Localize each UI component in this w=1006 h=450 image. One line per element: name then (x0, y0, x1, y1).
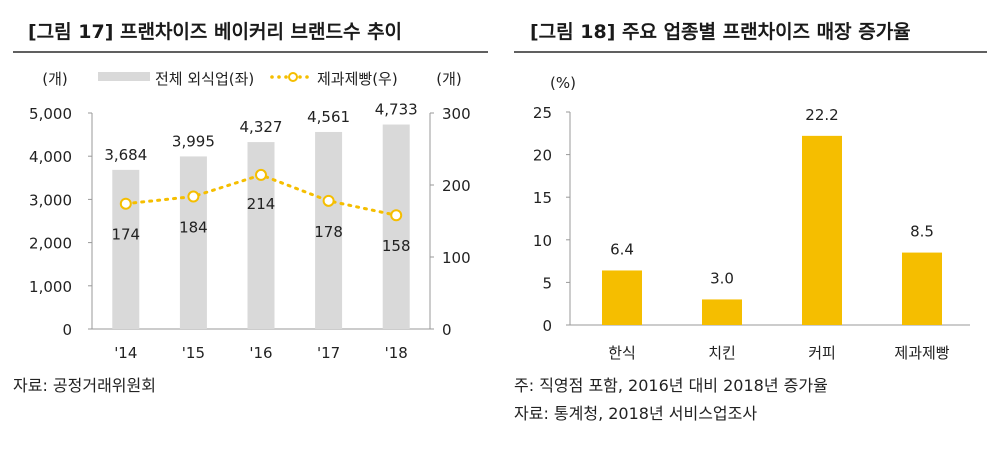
right-tick-label: 300 (442, 105, 471, 123)
left-tick-label: 5,000 (29, 105, 72, 123)
line-label-1: 184 (179, 219, 208, 237)
y-tick-label: 20 (533, 147, 552, 165)
right-tick-label: 0 (442, 321, 452, 339)
bar-2 (802, 135, 842, 325)
right-tick-label: 200 (442, 177, 471, 195)
bar-3 (902, 252, 942, 325)
chart1-title: [그림 17] 프랜차이즈 베이커리 브랜드수 추이 (28, 21, 402, 43)
left-unit: (개) (42, 70, 68, 88)
line-label-0: 174 (111, 226, 140, 244)
bar-label-0: 3,684 (104, 146, 147, 164)
x-tick-label: '16 (249, 344, 272, 362)
bar-label-2: 4,327 (240, 118, 283, 136)
line-point-0 (119, 197, 132, 210)
bar-1 (702, 299, 742, 325)
left-tick-label: 2,000 (29, 235, 72, 253)
chart2-note: 주: 직영점 포함, 2016년 대비 2018년 증가율 (514, 376, 828, 395)
x-tick-label: 커피 (808, 344, 836, 362)
legend-bar-swatch (98, 72, 150, 81)
y-tick-label: 5 (542, 274, 552, 292)
bar-label-1: 3.0 (710, 269, 734, 287)
x-tick-label: 치킨 (708, 344, 736, 362)
right-tick-label: 100 (442, 249, 471, 267)
chart1-source: 자료: 공정거래위원회 (13, 376, 156, 395)
legend-line-dot (298, 75, 302, 79)
x-tick-label: '15 (182, 344, 205, 362)
bar-label-4: 4,733 (375, 101, 418, 119)
line-label-2: 214 (247, 195, 276, 213)
bar-label-3: 8.5 (910, 223, 934, 241)
legend-line-dot (277, 75, 281, 79)
y-tick-label: 0 (542, 317, 552, 335)
x-tick-label: '14 (114, 344, 137, 362)
bar-total-4 (382, 124, 410, 330)
bar-label-1: 3,995 (172, 132, 215, 150)
bar-total-1 (179, 156, 207, 329)
line-point-2 (255, 168, 267, 181)
chart2-source: 자료: 통계청, 2018년 서비스업조사 (514, 404, 757, 423)
y-unit: (%) (550, 74, 576, 92)
bar-label-0: 6.4 (610, 240, 634, 258)
y-tick-label: 15 (533, 189, 552, 207)
x-tick-label: 제과제빵 (894, 344, 949, 362)
chart2: 0 5 10 15 20 25 (%) 6.4 한식 3.0 치킨 22.2 커피 8.5 제과제빵 (533, 74, 970, 362)
y-tick-label: 10 (533, 232, 552, 250)
line-label-3: 178 (314, 223, 343, 241)
chart2-title: [그림 18] 주요 업종별 프랜차이즈 매장 증가율 (530, 21, 911, 43)
bar-total-3 (315, 131, 343, 329)
bar-0 (602, 270, 642, 325)
right-unit: (개) (436, 70, 462, 88)
bar-label-2: 22.2 (805, 106, 838, 124)
left-tick-label: 1,000 (29, 278, 72, 296)
line-point-4 (390, 209, 403, 222)
y-tick-label: 25 (533, 104, 552, 122)
x-tick-label: 한식 (608, 344, 636, 362)
line-point-1 (187, 190, 200, 203)
legend-line-dot (284, 75, 288, 79)
x-tick-label: '18 (385, 344, 408, 362)
legend-line-dot (305, 75, 309, 79)
legend-line-dot (270, 75, 274, 79)
legend-line-marker (288, 72, 298, 82)
left-tick-label: 3,000 (29, 191, 72, 209)
left-tick-label: 0 (62, 321, 72, 339)
legend-bar-label: 전체 외식업(좌) (155, 70, 254, 88)
bar-label-3: 4,561 (307, 108, 350, 126)
bar-total-0 (112, 169, 140, 329)
line-label-4: 158 (382, 237, 411, 255)
x-tick-label: '17 (317, 344, 340, 362)
left-tick-label: 4,000 (29, 148, 72, 166)
line-point-3 (322, 194, 335, 207)
chart1: 0 1,000 2,000 3,000 4,000 5,000 0 100 200 300 (개) (… (29, 70, 471, 362)
legend-line-label: 제과제빵(우) (317, 70, 398, 88)
